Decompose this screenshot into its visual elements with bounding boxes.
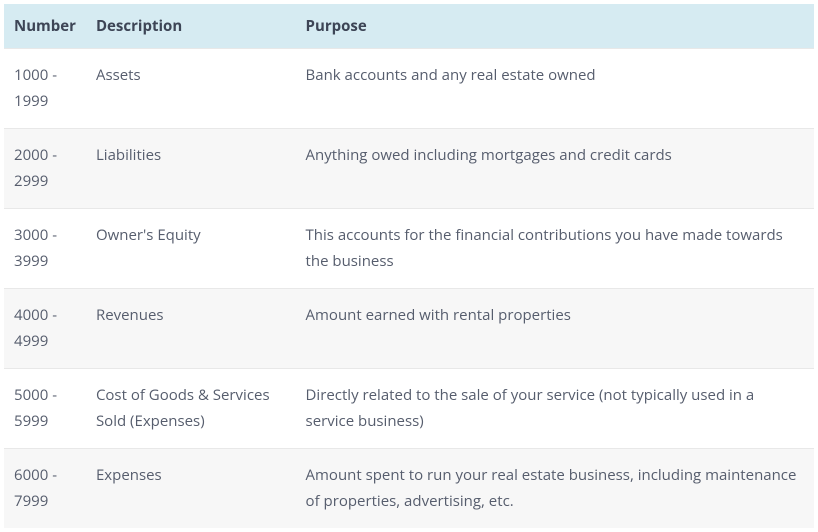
cell-purpose: This accounts for the financial contribu… [296, 209, 814, 289]
cell-purpose: Directly related to the sale of your ser… [296, 369, 814, 449]
cell-number: 5000 - 5999 [4, 369, 86, 449]
cell-description: Owner's Equity [86, 209, 296, 289]
col-header-description: Description [86, 4, 296, 49]
table-header: Number Description Purpose [4, 4, 814, 49]
cell-number: 4000 - 4999 [4, 289, 86, 369]
cell-description: Revenues [86, 289, 296, 369]
cell-description: Expenses [86, 449, 296, 529]
table-body: 1000 - 1999 Assets Bank accounts and any… [4, 49, 814, 529]
table-row: 1000 - 1999 Assets Bank accounts and any… [4, 49, 814, 129]
col-header-purpose: Purpose [296, 4, 814, 49]
table-row: 2000 - 2999 Liabilities Anything owed in… [4, 129, 814, 209]
table-row: 4000 - 4999 Revenues Amount earned with … [4, 289, 814, 369]
cell-number: 3000 - 3999 [4, 209, 86, 289]
cell-purpose: Amount earned with rental properties [296, 289, 814, 369]
table-row: 5000 - 5999 Cost of Goods & Services Sol… [4, 369, 814, 449]
table-row: 6000 - 7999 Expenses Amount spent to run… [4, 449, 814, 529]
col-header-number: Number [4, 4, 86, 49]
cell-description: Assets [86, 49, 296, 129]
cell-number: 1000 - 1999 [4, 49, 86, 129]
cell-description: Cost of Goods & Services Sold (Expenses) [86, 369, 296, 449]
cell-number: 6000 - 7999 [4, 449, 86, 529]
table-row: 3000 - 3999 Owner's Equity This accounts… [4, 209, 814, 289]
cell-description: Liabilities [86, 129, 296, 209]
cell-number: 2000 - 2999 [4, 129, 86, 209]
cell-purpose: Bank accounts and any real estate owned [296, 49, 814, 129]
cell-purpose: Amount spent to run your real estate bus… [296, 449, 814, 529]
accounts-table: Number Description Purpose 1000 - 1999 A… [4, 4, 814, 528]
cell-purpose: Anything owed including mortgages and cr… [296, 129, 814, 209]
table-header-row: Number Description Purpose [4, 4, 814, 49]
